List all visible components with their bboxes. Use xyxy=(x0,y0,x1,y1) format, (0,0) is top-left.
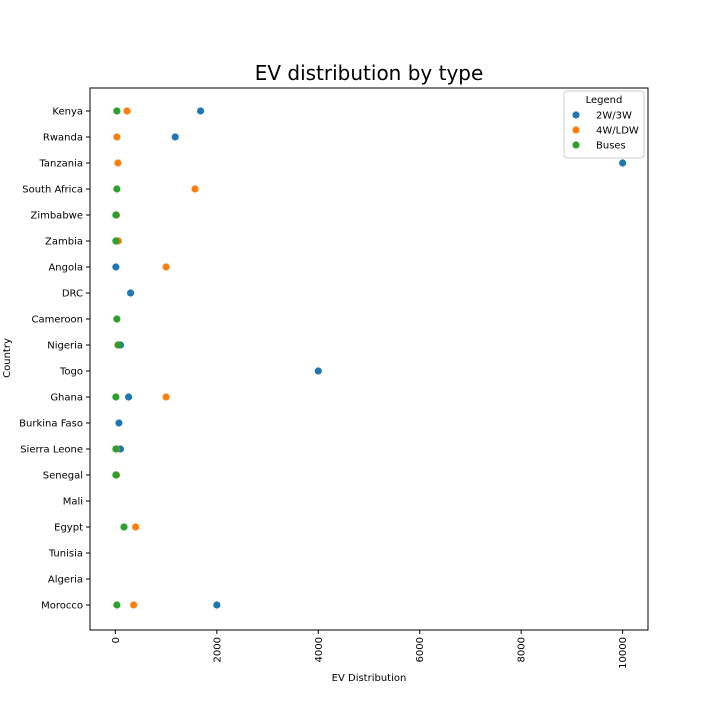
y-tick-label: Sierra Leone xyxy=(20,445,83,456)
legend-label: Buses xyxy=(596,141,626,152)
point-2w-3w xyxy=(126,289,135,297)
y-tick-label: Tunisia xyxy=(48,549,83,560)
y-tick-label: Burkina Faso xyxy=(19,419,83,430)
point-4w-ldw xyxy=(114,159,122,167)
legend-marker xyxy=(572,126,580,134)
y-tick-label: Kenya xyxy=(52,107,83,118)
point-4w-ldw xyxy=(113,133,121,141)
marks-layer: 0 2000 4000 6000 8000 10000 Kenya Rwanda Tanzani… xyxy=(19,107,629,669)
chart-title: EV distribution by type xyxy=(255,61,484,85)
point-2w-3w xyxy=(124,393,133,401)
y-tick-label: Senegal xyxy=(43,471,83,482)
y-tick-label: Nigeria xyxy=(47,341,83,352)
point-4w-ldw xyxy=(132,523,140,531)
x-axis-label: EV Distribution xyxy=(332,673,407,684)
y-tick-label: South Africa xyxy=(22,185,83,196)
x-tick-label: 6000 xyxy=(415,637,426,662)
y-tick-label: Mali xyxy=(63,497,83,508)
x-tick-label: 2000 xyxy=(212,637,223,662)
point-buses xyxy=(112,471,120,479)
x-tick-label: 0 xyxy=(111,637,122,643)
y-tick-label: Zimbabwe xyxy=(30,211,83,222)
x-tick-label: 4000 xyxy=(314,637,325,662)
y-tick-label: Algeria xyxy=(48,575,83,586)
point-buses xyxy=(113,315,121,323)
y-axis-label: Country xyxy=(2,338,13,378)
point-2w-3w xyxy=(314,367,322,375)
y-tick-label: Zambia xyxy=(45,237,83,248)
point-4w-ldw xyxy=(162,393,170,401)
point-buses xyxy=(113,185,121,193)
point-4w-ldw xyxy=(191,185,199,193)
y-tick-label: Egypt xyxy=(54,523,83,534)
legend-marker xyxy=(572,111,580,119)
point-buses xyxy=(112,237,120,245)
point-2w-3w xyxy=(171,133,179,141)
y-tick-label: Morocco xyxy=(41,601,83,612)
x-tick-label: 8000 xyxy=(517,637,528,662)
plot-frame xyxy=(89,87,649,631)
y-tick-label: Cameroon xyxy=(32,315,83,326)
legend-label: 4W/LDW xyxy=(596,126,639,137)
point-4w-ldw xyxy=(123,107,131,115)
y-tick-label: DRC xyxy=(62,289,83,300)
point-buses xyxy=(113,601,121,609)
legend-marker xyxy=(572,141,580,149)
point-buses xyxy=(114,341,123,349)
y-tick-label: Togo xyxy=(59,367,83,378)
x-tick-label: 10000 xyxy=(618,637,629,669)
point-4w-ldw xyxy=(162,263,170,271)
point-buses xyxy=(112,445,120,453)
point-2w-3w xyxy=(619,159,627,167)
legend-box xyxy=(563,90,645,159)
point-2w-3w xyxy=(112,263,120,271)
legend: Legend 2W/3W 4W/LDW Buses xyxy=(563,90,645,159)
y-tick-label: Rwanda xyxy=(43,133,83,144)
y-tick-label: Tanzania xyxy=(38,159,83,170)
point-buses xyxy=(112,211,120,219)
point-2w-3w xyxy=(213,601,221,609)
legend-label: 2W/3W xyxy=(596,111,632,122)
point-buses xyxy=(120,523,128,531)
y-tick-label: Ghana xyxy=(50,393,83,404)
point-buses xyxy=(113,107,121,115)
point-2w-3w xyxy=(115,419,123,427)
point-buses xyxy=(112,393,120,401)
point-2w-3w xyxy=(196,107,205,115)
y-tick-label: Angola xyxy=(48,263,83,274)
point-4w-ldw xyxy=(130,601,138,609)
legend-title: Legend xyxy=(586,95,623,106)
